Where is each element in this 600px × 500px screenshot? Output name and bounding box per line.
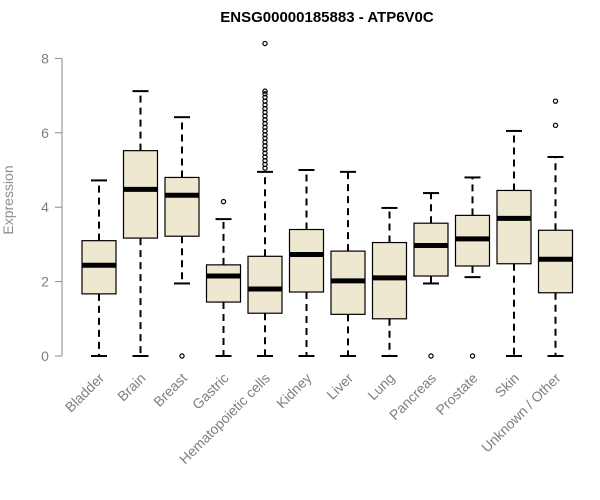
box-6 xyxy=(330,170,366,357)
x-tick-label: Skin xyxy=(492,370,523,401)
box-iqr xyxy=(122,150,159,239)
y-tick-label: 2 xyxy=(41,274,49,290)
x-tick-label: Liver xyxy=(323,370,356,403)
outlier-point xyxy=(179,353,185,359)
outlier-point xyxy=(469,353,476,359)
box-iqr xyxy=(371,241,408,320)
box-iqr xyxy=(413,222,449,277)
box-8 xyxy=(413,192,449,359)
outlier-point xyxy=(428,353,434,359)
box-iqr xyxy=(205,264,242,303)
box-iqr xyxy=(164,176,200,237)
y-tick-label: 6 xyxy=(41,125,49,141)
boxes-group xyxy=(81,40,574,359)
box-iqr xyxy=(496,189,532,265)
box-10 xyxy=(496,129,532,357)
outlier-point xyxy=(262,88,268,94)
box-iqr xyxy=(288,228,325,293)
box-iqr xyxy=(247,255,283,314)
x-tick-label: Unknown / Other xyxy=(478,370,564,456)
y-axis: 0 2 4 6 8 xyxy=(41,50,63,364)
box-2 xyxy=(164,116,200,359)
box-0 xyxy=(81,179,117,357)
y-tick-label: 8 xyxy=(41,50,49,66)
box-5 xyxy=(288,169,325,357)
x-tick-label: Breast xyxy=(150,370,190,410)
box-3 xyxy=(205,198,242,357)
outlier-point xyxy=(552,98,559,104)
x-tick-label: Kidney xyxy=(273,370,315,412)
x-tick-label: Bladder xyxy=(62,370,108,416)
outlier-point xyxy=(262,40,268,47)
box-9 xyxy=(454,176,491,359)
outlier-point xyxy=(552,122,559,129)
box-7 xyxy=(371,206,408,357)
y-axis-label: Expression xyxy=(0,165,16,234)
outlier-point xyxy=(262,91,268,97)
y-tick-label: 4 xyxy=(41,199,49,215)
box-4 xyxy=(247,40,283,357)
outlier-point xyxy=(220,198,227,205)
x-tick-label: Lung xyxy=(364,370,397,403)
x-tick-label: Brain xyxy=(114,370,148,404)
box-1 xyxy=(122,90,159,357)
x-tick-label: Prostate xyxy=(432,370,480,418)
chart-title: ENSG00000185883 - ATP6V0C xyxy=(220,9,434,26)
y-tick-label: 0 xyxy=(41,348,49,364)
box-11 xyxy=(537,98,574,357)
